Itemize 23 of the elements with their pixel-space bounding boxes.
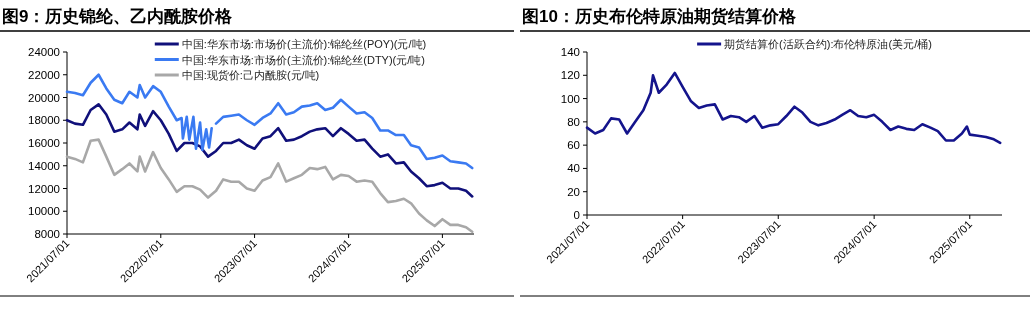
y-tick-label: 40 bbox=[567, 162, 580, 175]
legend: 期货结算价(活跃合约):布伦特原油(美元/桶) bbox=[697, 38, 932, 50]
y-tick-label: 80 bbox=[567, 115, 580, 128]
y-tick-label: 60 bbox=[567, 139, 580, 152]
y-tick-label: 20000 bbox=[28, 91, 60, 104]
y-tick-label: 24000 bbox=[28, 46, 60, 58]
y-tick-label: 120 bbox=[560, 69, 580, 82]
y-tick-label: 22000 bbox=[28, 68, 60, 81]
y-tick-label: 20 bbox=[567, 185, 580, 198]
legend-label: 中国:华东市场:市场价(主流价):锦纶丝(POY)(元/吨) bbox=[181, 38, 427, 50]
y-tick-label: 18000 bbox=[28, 114, 60, 127]
chart-title: 图9：历史锦纶、乙内酰胺价格 bbox=[2, 7, 234, 26]
y-tick-label: 0 bbox=[573, 209, 580, 221]
y-tick-label: 100 bbox=[560, 92, 580, 105]
y-tick-label: 8000 bbox=[34, 228, 60, 240]
legend-label: 中国:现货价:己内酰胺(元/吨) bbox=[181, 69, 320, 81]
y-tick-label: 140 bbox=[560, 46, 580, 58]
y-tick-label: 16000 bbox=[28, 137, 60, 149]
y-tick-label: 10000 bbox=[28, 205, 60, 218]
y-tick-label: 12000 bbox=[28, 182, 60, 195]
chart-title: 图10：历史布伦特原油期货结算价格 bbox=[522, 7, 797, 26]
legend-label: 中国:华东市场:市场价(主流价):锦纶丝(DTY)(元/吨) bbox=[181, 53, 425, 66]
y-tick-label: 14000 bbox=[28, 159, 60, 172]
